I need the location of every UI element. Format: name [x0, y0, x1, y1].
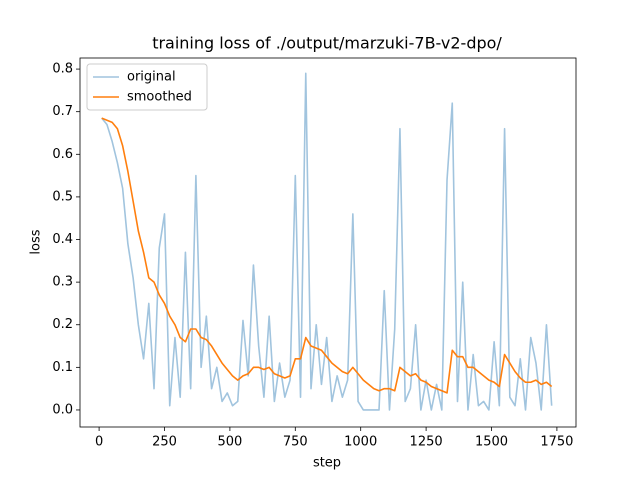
y-tick-label: 0.7	[52, 104, 73, 119]
y-tick-label: 0.8	[52, 62, 73, 77]
y-tick-label: 0.6	[52, 147, 73, 162]
x-tick-label: 1500	[475, 435, 508, 450]
legend-box	[86, 63, 208, 111]
x-tick-label: 1750	[540, 435, 573, 450]
x-tick-label: 250	[152, 435, 177, 450]
legend-label: original	[127, 70, 176, 85]
x-tick-label: 750	[283, 435, 308, 450]
chart-title: training loss of ./output/marzuki-7B-v2-…	[152, 34, 502, 53]
legend-label: smoothed	[127, 90, 192, 105]
x-tick-label: 500	[217, 435, 242, 450]
x-tick-label: 1000	[344, 435, 377, 450]
y-tick-label: 0.4	[52, 232, 73, 247]
y-tick-label: 0.5	[52, 189, 73, 204]
x-tick-label: 1250	[410, 435, 443, 450]
x-axis-label: step	[313, 456, 341, 471]
y-tick-label: 0.2	[52, 317, 73, 332]
y-tick-label: 0.0	[52, 402, 73, 417]
series-line	[101, 117, 553, 394]
y-axis-label: loss	[29, 229, 44, 254]
y-tick-label: 0.1	[52, 360, 73, 375]
y-tick-label: 0.3	[52, 275, 73, 290]
series-line	[101, 72, 553, 411]
plot-frame	[79, 57, 577, 428]
x-tick-label: 0	[95, 435, 103, 450]
